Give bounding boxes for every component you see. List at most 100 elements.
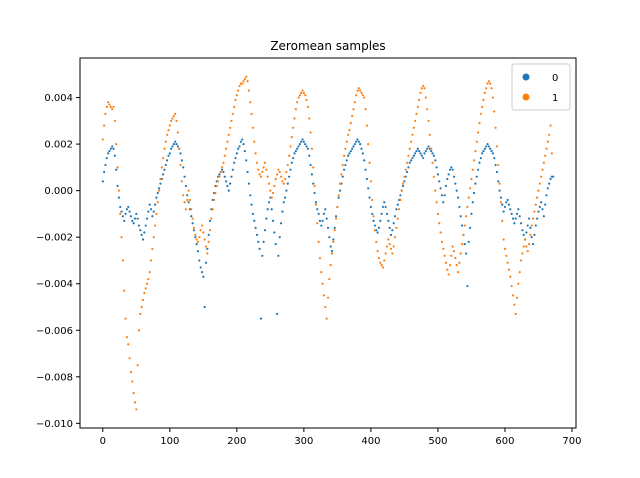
data-point	[426, 108, 429, 111]
data-point	[282, 201, 285, 204]
data-point	[391, 229, 394, 232]
data-point	[435, 166, 438, 169]
data-point	[381, 266, 385, 269]
data-point	[301, 89, 304, 92]
data-point	[298, 94, 301, 97]
data-point	[157, 187, 161, 190]
data-point	[153, 224, 157, 227]
data-point	[296, 147, 299, 150]
data-point	[314, 203, 318, 206]
data-point	[439, 187, 442, 190]
data-point	[364, 108, 367, 111]
data-point	[525, 245, 528, 248]
data-point	[320, 270, 323, 274]
data-point	[139, 229, 142, 232]
data-point	[251, 126, 255, 129]
data-point	[171, 117, 174, 120]
data-point	[247, 89, 251, 92]
data-point	[522, 245, 525, 248]
data-point	[243, 149, 246, 153]
data-point	[206, 247, 209, 250]
data-point	[466, 205, 469, 209]
data-point	[511, 294, 515, 297]
data-point	[527, 243, 531, 246]
data-point	[368, 196, 371, 199]
data-point	[254, 226, 257, 229]
data-point	[200, 270, 204, 274]
data-point	[353, 143, 356, 146]
data-point	[479, 112, 482, 115]
data-point	[132, 222, 135, 225]
data-point	[498, 182, 501, 185]
data-point	[141, 238, 145, 241]
y-tick-label: −0.010	[36, 419, 73, 430]
data-point	[385, 245, 389, 248]
data-point	[174, 140, 177, 143]
data-point	[167, 154, 170, 157]
data-point	[377, 226, 381, 229]
data-point	[549, 124, 552, 127]
data-point	[470, 177, 473, 181]
data-point	[345, 159, 348, 162]
data-point	[277, 254, 280, 257]
data-point	[222, 161, 225, 164]
data-point	[542, 161, 545, 164]
data-point	[532, 243, 535, 246]
data-point	[359, 89, 362, 92]
data-point	[439, 231, 442, 234]
data-point	[290, 136, 293, 139]
data-point	[481, 152, 484, 155]
data-point	[180, 159, 183, 162]
data-point	[485, 87, 488, 90]
data-point	[423, 152, 426, 155]
data-point	[223, 175, 226, 178]
data-point	[470, 212, 473, 216]
x-tick-label: 400	[361, 436, 380, 447]
data-point	[211, 208, 214, 211]
data-point	[253, 140, 256, 143]
data-point	[396, 217, 399, 220]
x-tick-label: 300	[294, 436, 313, 447]
data-point	[427, 145, 430, 148]
data-point	[225, 180, 228, 183]
data-point	[330, 250, 334, 253]
data-point	[407, 154, 410, 157]
legend-box	[511, 63, 571, 111]
data-point	[499, 196, 503, 199]
data-point	[253, 219, 256, 222]
x-tick-label: 0	[100, 436, 106, 447]
x-axis: 0 100 200 300 400 500 600 700	[100, 428, 582, 447]
data-point	[164, 140, 167, 143]
data-point	[109, 105, 112, 108]
data-point	[212, 198, 216, 202]
data-point	[503, 205, 507, 209]
data-point	[257, 240, 260, 243]
data-point	[259, 317, 263, 320]
data-point	[293, 152, 296, 155]
data-point	[463, 243, 466, 246]
data-point	[337, 196, 340, 199]
data-point	[279, 222, 283, 225]
y-tick-label: 0.002	[44, 140, 73, 151]
data-point	[477, 168, 480, 171]
data-point	[206, 252, 209, 255]
data-point	[116, 184, 119, 188]
data-point	[143, 291, 146, 295]
data-point	[454, 257, 457, 260]
data-point	[540, 175, 543, 178]
data-point	[249, 194, 252, 197]
data-point	[202, 275, 205, 278]
data-point	[541, 168, 544, 171]
data-point	[104, 112, 107, 115]
data-point	[149, 259, 153, 262]
data-point	[456, 196, 460, 199]
data-point	[491, 96, 494, 99]
data-point	[379, 261, 382, 264]
data-point	[495, 170, 499, 174]
data-point	[463, 224, 466, 227]
data-point	[487, 145, 490, 148]
data-point	[459, 252, 462, 255]
data-point	[490, 149, 493, 153]
data-point	[127, 343, 130, 346]
